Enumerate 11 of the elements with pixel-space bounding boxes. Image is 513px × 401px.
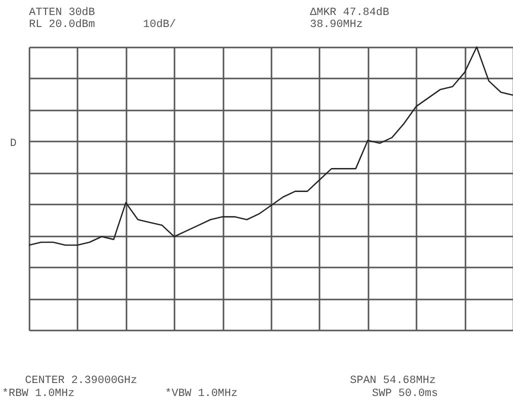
text: SPAN 54.68MHz	[350, 375, 436, 387]
text: 10dB/	[143, 19, 176, 31]
text: SWP 50.0ms	[372, 388, 438, 400]
text: D	[10, 138, 17, 150]
text: CENTER 2.39000GHz	[25, 375, 138, 387]
text: *VBW 1.0MHz	[165, 388, 238, 400]
text: ATTEN 30dB	[29, 7, 96, 19]
text: RL 20.0dBm	[29, 19, 96, 31]
text: 38.90MHz	[310, 19, 363, 31]
text: ΔMKR 47.84dB	[310, 7, 390, 19]
text: *RBW 1.0MHz	[2, 388, 75, 400]
